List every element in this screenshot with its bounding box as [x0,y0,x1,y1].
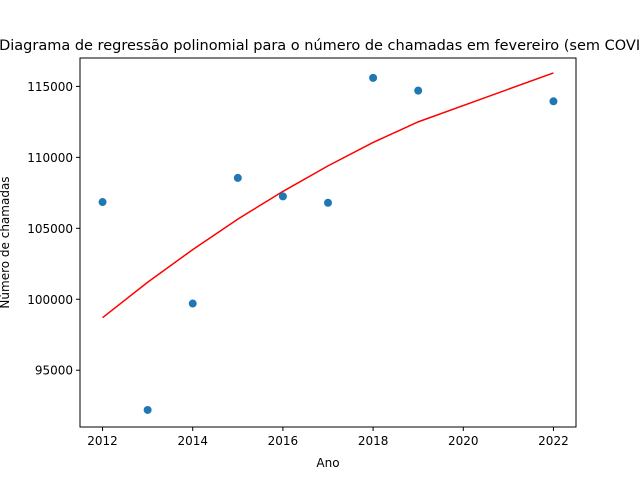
chart-title: Diagrama de regressão polinomial para o … [0,38,640,54]
data-point [143,405,152,414]
x-tick-label: 2018 [358,434,389,448]
x-tick-label: 2012 [87,434,118,448]
data-point [324,198,332,207]
x-axis-label: Ano [316,456,339,470]
regression-line [102,72,554,319]
data-point [414,86,423,95]
y-tick-label: 115000 [27,80,73,94]
x-tick-label: 2014 [177,434,208,448]
data-point [98,198,107,207]
data-point [278,192,287,201]
data-point [233,173,242,182]
y-axis-ticks: 95000 100000 105000 110000 115000 [27,80,80,378]
y-axis-label: Número de chamadas [0,176,12,308]
y-tick-label: 105000 [27,222,73,236]
x-axis-ticks: 2012 2014 2016 2018 2020 2022 [87,427,569,448]
y-tick-label: 110000 [27,151,73,165]
x-tick-label: 2016 [268,434,299,448]
y-tick-label: 100000 [27,293,73,307]
data-point [549,97,558,106]
plot-layer [98,72,558,414]
axes-frame [79,57,577,428]
y-tick-label: 95000 [35,364,73,378]
data-point [188,299,197,308]
data-point [369,73,378,82]
x-tick-label: 2022 [538,434,569,448]
x-tick-label: 2020 [448,434,479,448]
